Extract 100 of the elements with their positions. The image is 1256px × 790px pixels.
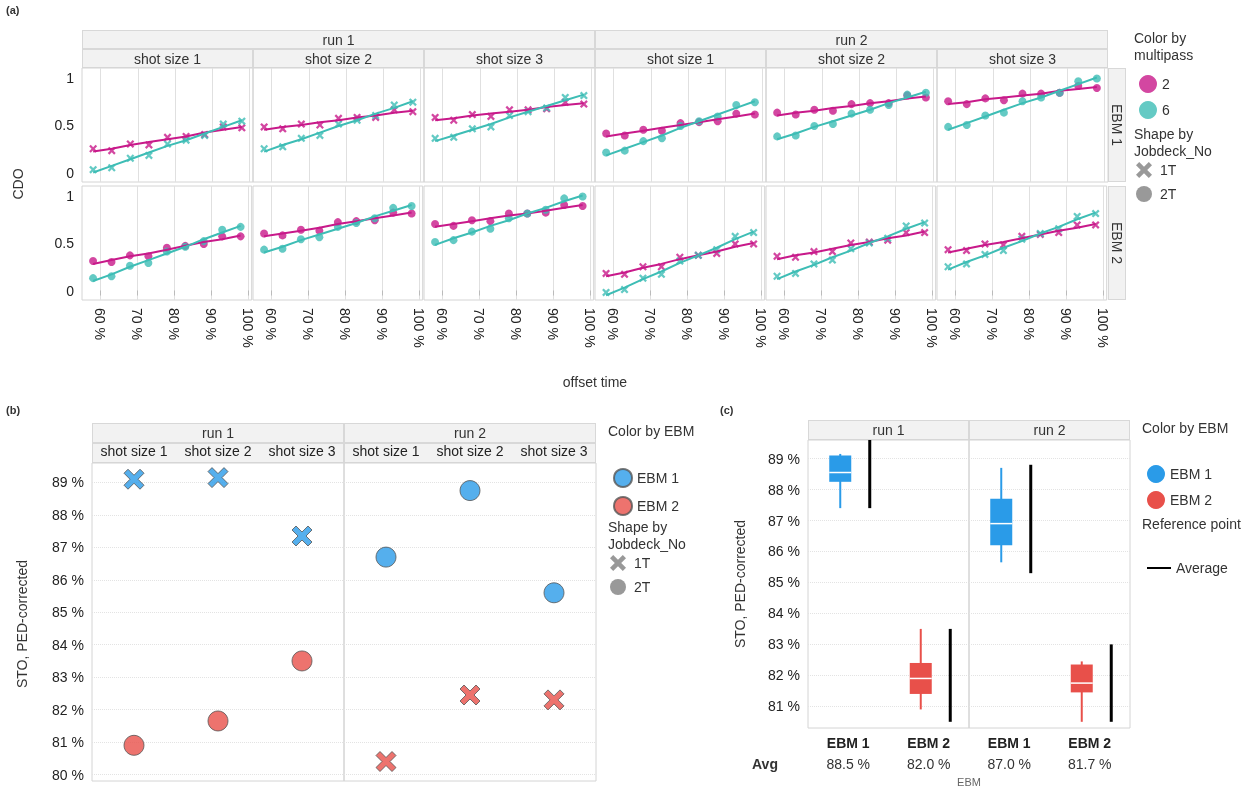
x-tick-label: 60 % (434, 308, 451, 340)
y-tick-label: 1 (66, 69, 75, 86)
chart-subtitle: run 2 (344, 423, 596, 443)
x-tick-label: shot size 1 (100, 443, 168, 459)
legend-label: EBM 2 (637, 498, 680, 514)
text: (a) (6, 4, 20, 16)
text: 81.7 % (1067, 756, 1112, 772)
text: Avg (752, 756, 778, 772)
chart-subtitle: run 2 (969, 420, 1130, 440)
y-tick-label: 84 % (52, 636, 84, 653)
y-tick-label: 83 % (768, 636, 800, 653)
x-tick-label: 90 % (887, 308, 904, 340)
text: offset time (562, 374, 628, 390)
y-tick-label: 83 % (52, 669, 84, 686)
y-tick-label: 86 % (768, 543, 800, 560)
y-axis-title: CDO (10, 168, 26, 200)
legend-title: Color by EBM (608, 423, 696, 440)
y-tick-label: 1 (66, 187, 75, 204)
legend-title: Color by multipass (1134, 30, 1195, 64)
text: (b) (6, 404, 21, 416)
text: 88.5 % (826, 756, 871, 772)
y-tick-label: 80 % (52, 766, 84, 783)
y-tick-label: 0.5 (54, 117, 75, 133)
y-tick-label: 82 % (768, 667, 800, 684)
x-tick-label: 60 % (776, 308, 793, 340)
legend-label: EBM 2 (1170, 492, 1213, 508)
x-tick-label: 60 % (605, 308, 622, 340)
text: run 1 (322, 31, 355, 48)
y-tick-label: 0 (66, 164, 75, 181)
x-tick-label: 100 % (924, 308, 940, 348)
x-tick-label: 80 % (679, 308, 696, 340)
x-tick-label: 70 % (129, 308, 146, 340)
x-tick-label: 90 % (374, 308, 391, 340)
legend-label: EBM 1 (1170, 466, 1213, 482)
x-tick-label: 60 % (947, 308, 964, 340)
legend-label: 6 (1162, 102, 1170, 118)
text: Shape by Jobdeck_No (1134, 126, 1213, 160)
text: 1T (1160, 162, 1178, 179)
x-tick-label: shot size 2 (436, 443, 504, 459)
chart-title: shot size 3 (424, 49, 595, 68)
text: 87.0 % (987, 756, 1032, 772)
chart-title: shot size 1 (595, 49, 766, 68)
chart-subtitle: run 1 (92, 423, 344, 443)
x-tick-label: 90 % (203, 308, 220, 340)
x-tick-label: EBM 2 (907, 735, 951, 751)
y-tick-label: 82 % (52, 701, 84, 718)
chart-title: shot size 1 (82, 49, 253, 68)
text: 1T (634, 555, 652, 572)
chart-subtitle: run 1 (808, 420, 969, 440)
y-tick-label: 88 % (768, 481, 800, 498)
x-tick-label: EBM 1 (826, 735, 870, 751)
y-tick-label: 89 % (768, 450, 800, 467)
x-tick-label: 100 % (753, 308, 769, 348)
x-tick-label: 100 % (240, 308, 256, 348)
text: 2T (1160, 186, 1178, 203)
x-tick-label: 70 % (471, 308, 488, 340)
y-axis-title: STO, PED-corrected (732, 519, 748, 649)
text: run 2 (835, 31, 868, 48)
x-tick-label: 80 % (850, 308, 867, 340)
y2-axis-title: EBM 1 (1109, 103, 1126, 147)
text: Shape by Jobdeck_No (608, 519, 687, 553)
x-tick-label: shot size 3 (268, 443, 336, 459)
y-tick-label: 81 % (52, 734, 84, 751)
x-tick-label: shot size 2 (184, 443, 252, 459)
text: 82.0 % (906, 756, 951, 772)
x-tick-label: shot size 1 (352, 443, 420, 459)
x-tick-label: 100 % (582, 308, 598, 348)
x-tick-label: 70 % (984, 308, 1001, 340)
y-tick-label: 87 % (52, 539, 84, 556)
text: (c) (720, 404, 734, 416)
y-tick-label: 89 % (52, 474, 84, 491)
y-tick-label: 87 % (768, 512, 800, 529)
legend-title: Color by EBM (1142, 420, 1230, 437)
chart-title: shot size 2 (253, 49, 424, 68)
x-tick-label: 90 % (545, 308, 562, 340)
x-tick-label: 70 % (300, 308, 317, 340)
x-tick-label: 80 % (1021, 308, 1038, 340)
x-tick-label: 60 % (263, 308, 280, 340)
chart-title: shot size 3 (937, 49, 1108, 68)
chart-title: shot size 2 (766, 49, 937, 68)
x-tick-label: 60 % (92, 308, 109, 340)
y-tick-label: 0 (66, 282, 75, 299)
x-tick-label: 90 % (716, 308, 733, 340)
x-tick-label: 100 % (1095, 308, 1111, 348)
y-tick-label: 85 % (768, 574, 800, 591)
x-tick-label: 100 % (411, 308, 427, 348)
y-tick-label: 85 % (52, 604, 84, 621)
x-tick-label: shot size 3 (520, 443, 588, 459)
y2-axis-title: EBM 2 (1109, 221, 1126, 265)
x-tick-label: EBM 2 (1068, 735, 1112, 751)
legend-label: 2 (1162, 76, 1170, 92)
y-tick-label: 84 % (768, 605, 800, 622)
y-tick-label: 0.5 (54, 235, 75, 251)
text: 2T (634, 579, 652, 596)
x-tick-label: 80 % (337, 308, 354, 340)
legend-label: Average (1176, 560, 1229, 576)
x-tick-label: 70 % (813, 308, 830, 340)
x-tick-label: 70 % (642, 308, 659, 340)
y-axis-title: STO, PED-corrected (14, 559, 30, 689)
x-tick-label: 80 % (508, 308, 525, 340)
